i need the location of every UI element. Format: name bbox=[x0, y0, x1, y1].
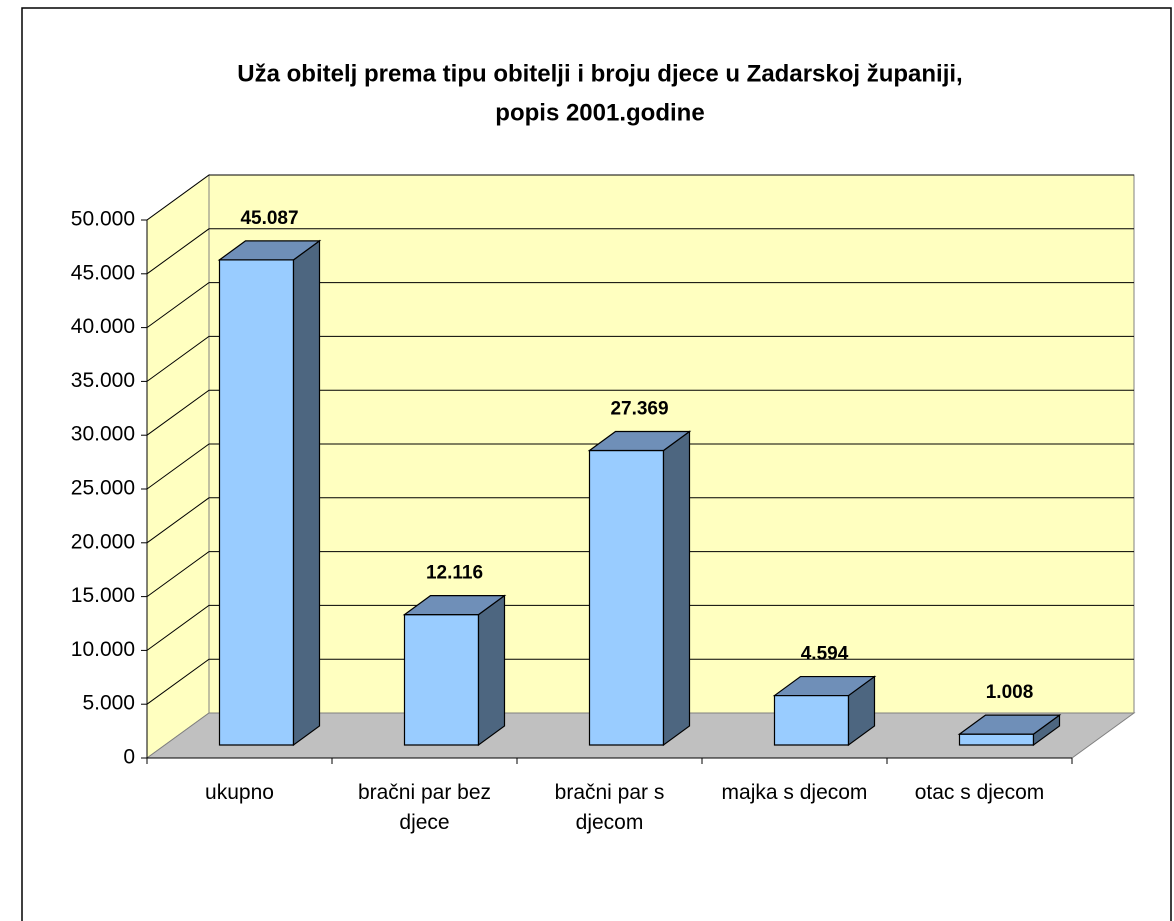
y-tick-label: 25.000 bbox=[71, 477, 135, 500]
bar-side bbox=[477, 594, 506, 747]
y-tick-label: 0 bbox=[123, 746, 135, 769]
grid-line bbox=[146, 389, 1134, 436]
chart-title: popis 2001.godine bbox=[495, 99, 704, 126]
bar-front bbox=[588, 449, 665, 746]
bar-top bbox=[217, 240, 322, 261]
y-tick-label: 40.000 bbox=[71, 315, 135, 338]
bar-front bbox=[218, 259, 295, 746]
grid-line bbox=[146, 335, 1134, 382]
x-tick-label: majka s djecom bbox=[721, 781, 868, 804]
y-tick-label: 45.000 bbox=[71, 261, 135, 284]
grid-line bbox=[146, 443, 1134, 490]
x-tick-label: otac s djecom bbox=[914, 781, 1045, 804]
y-tick-label: 15.000 bbox=[71, 584, 135, 607]
y-tick-label: 35.000 bbox=[71, 369, 135, 392]
bar-front bbox=[773, 694, 850, 746]
y-tick-label: 10.000 bbox=[71, 638, 135, 661]
bar-top bbox=[587, 430, 692, 452]
bar bbox=[217, 239, 322, 747]
data-label: 12.116 bbox=[426, 563, 483, 584]
y-tick-label: 20.000 bbox=[71, 530, 135, 553]
bar-side bbox=[662, 430, 691, 747]
grid-line bbox=[146, 497, 1134, 544]
bar-top bbox=[957, 714, 1062, 735]
bar-side bbox=[292, 239, 321, 747]
x-tick-label: bračni par bez djece bbox=[357, 781, 492, 834]
bar-front bbox=[403, 614, 480, 746]
grid-line bbox=[146, 551, 1134, 598]
grid-line bbox=[146, 604, 1134, 651]
grid-line bbox=[146, 174, 1134, 221]
bar bbox=[587, 430, 692, 747]
bar-front bbox=[958, 733, 1035, 746]
y-tick-label: 5.000 bbox=[82, 692, 135, 715]
y-tick-label: 30.000 bbox=[71, 423, 135, 446]
grid-line bbox=[146, 658, 1134, 705]
y-tick-label: 50.000 bbox=[71, 208, 135, 231]
chart-title: Uža obitelj prema tipu obitelji i broju … bbox=[237, 60, 962, 87]
bar bbox=[957, 713, 1062, 747]
x-tick-label: ukupno bbox=[205, 781, 274, 804]
data-label: 1.008 bbox=[986, 682, 1034, 703]
bar bbox=[772, 675, 877, 747]
bar-top bbox=[772, 675, 877, 697]
data-label: 27.369 bbox=[610, 399, 668, 420]
data-label: 45.087 bbox=[240, 208, 298, 229]
x-tick-label: bračni par s djecom bbox=[554, 781, 665, 834]
bar-top bbox=[402, 595, 507, 616]
grid-line bbox=[146, 228, 1134, 275]
bar bbox=[402, 594, 507, 747]
data-label: 4.594 bbox=[801, 644, 849, 665]
grid-line bbox=[146, 282, 1134, 329]
